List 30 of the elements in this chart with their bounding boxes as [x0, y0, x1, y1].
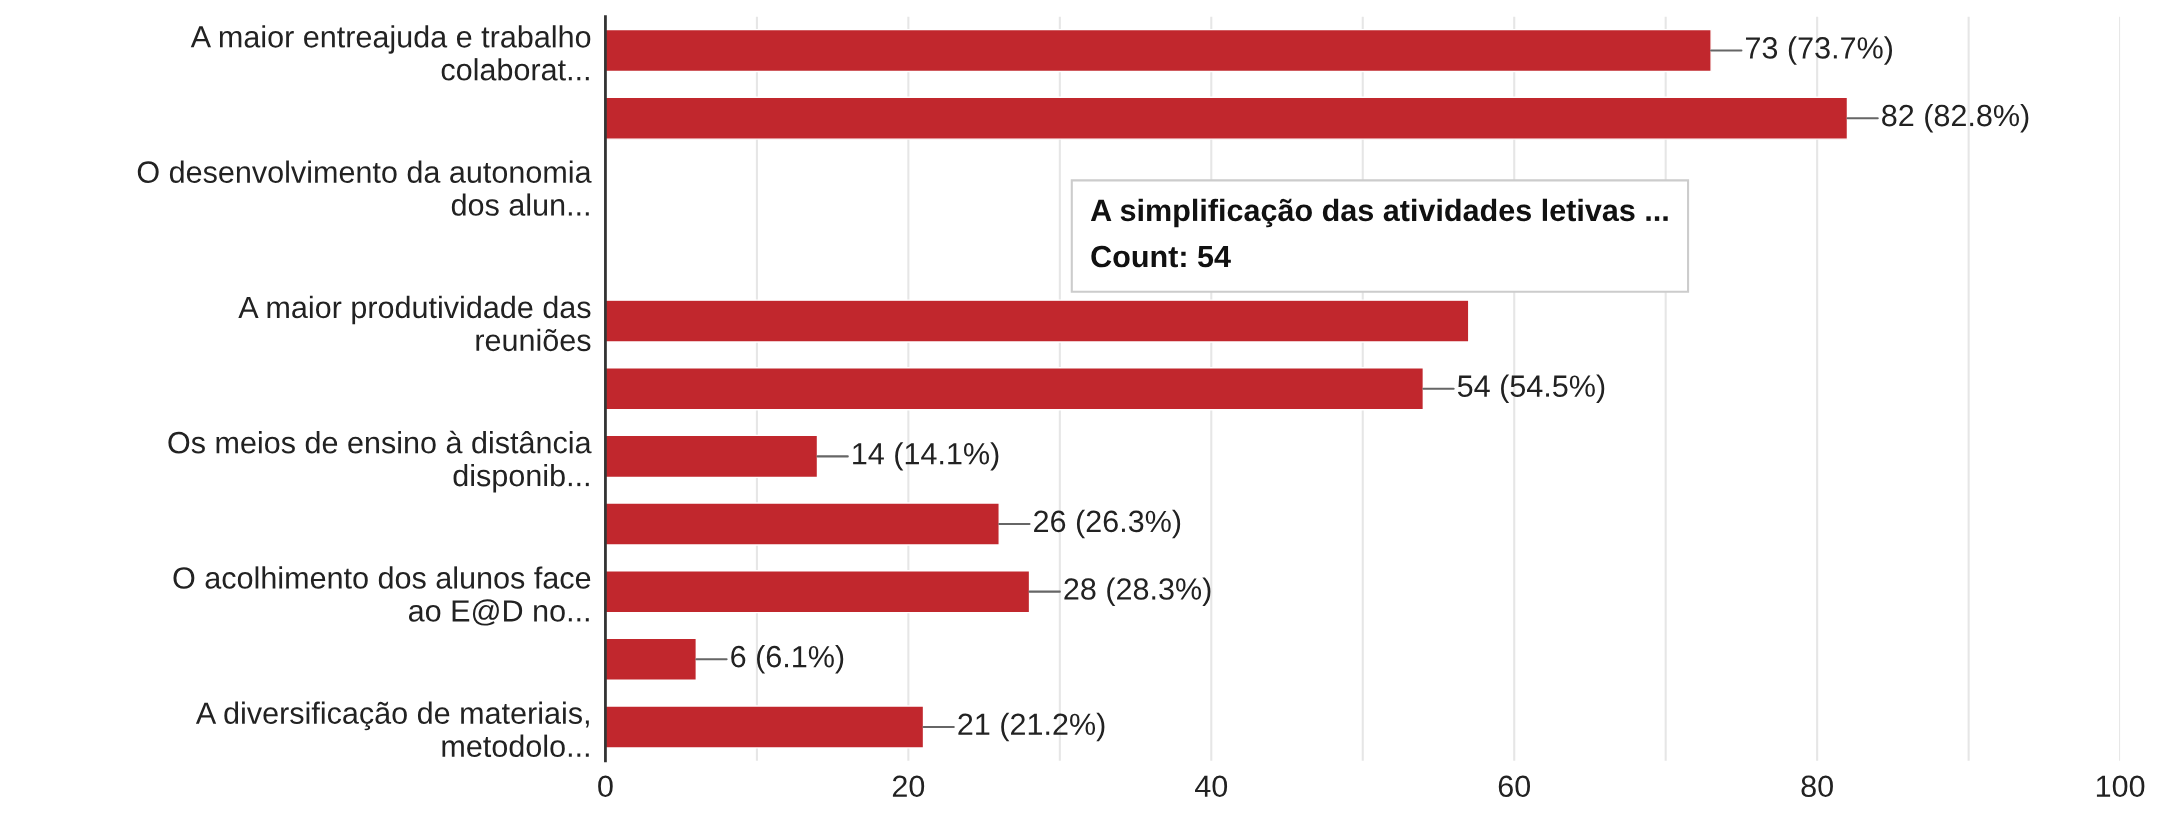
- x-tick-label: 20: [892, 775, 925, 798]
- y-tick-label: A diversificação de materiais, metodolo...: [195, 701, 589, 758]
- x-tick-label: 100: [2096, 775, 2145, 798]
- bar: [605, 705, 925, 749]
- x-tick-label: 60: [1498, 775, 1531, 798]
- bar: [605, 569, 1031, 614]
- y-tick-label: Os meios de ensino à distância disponib...: [168, 430, 592, 493]
- data-label: 73 (73.7%): [1746, 36, 1893, 65]
- x-tick-label: 40: [1195, 775, 1228, 798]
- bar: [605, 502, 1000, 546]
- bar: [605, 96, 1849, 140]
- bar: [605, 434, 819, 479]
- data-label: 82 (82.8%): [1882, 103, 2029, 133]
- data-label: 28 (28.3%): [1064, 577, 1211, 606]
- bar: [605, 299, 1470, 343]
- data-label: 14 (14.1%): [853, 442, 999, 471]
- bar: [605, 367, 1425, 411]
- annotation: A simplificação das atividades letivas ... Count: 54: [1090, 198, 1668, 268]
- y-tick-label: A maior produtividade das reuniões: [238, 295, 591, 352]
- bar: [605, 637, 698, 681]
- y-tick-label: O acolhimento dos alunos face ao E@D no...: [173, 566, 591, 626]
- x-tick-label: 0: [598, 775, 613, 798]
- data-label: 54 (54.5%): [1457, 374, 1605, 403]
- y-tick-label: O desenvolvimento da autonomia dos alun...: [137, 160, 592, 216]
- bar: [605, 28, 1712, 73]
- data-label: 6 (6.1%): [731, 645, 844, 674]
- x-tick-label: 80: [1801, 775, 1833, 798]
- y-tick-label: A maior entreajuda e trabalho colaborat...: [190, 25, 591, 81]
- data-label: 21 (21.2%): [958, 712, 1105, 742]
- data-label: 26 (26.3%): [1034, 509, 1181, 539]
